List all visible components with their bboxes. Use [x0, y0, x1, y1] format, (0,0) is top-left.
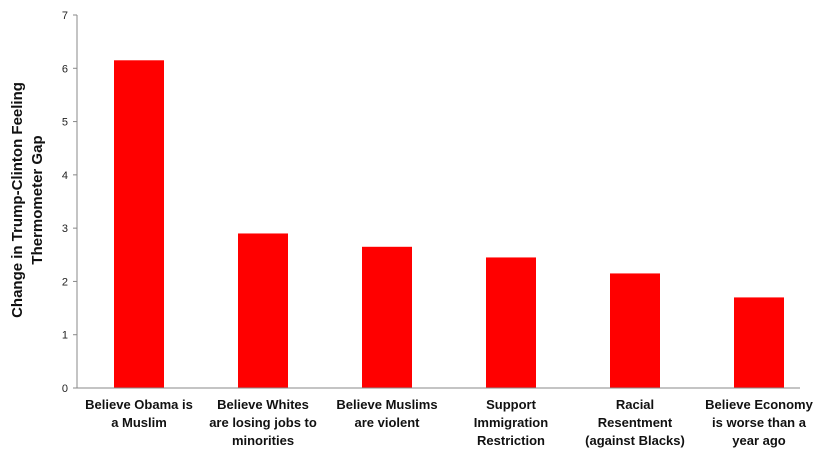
bar — [362, 246, 412, 388]
x-axis: Believe Obama is a Muslim Believe Whites ar… — [77, 387, 814, 448]
x-category-label: Restriction — [477, 433, 545, 448]
x-category-label: Support — [486, 397, 536, 412]
y-tick-label: 7 — [62, 10, 68, 22]
y-tick-label: 6 — [62, 63, 68, 75]
x-category-label: Racial — [616, 397, 654, 412]
bar — [238, 233, 288, 388]
bars — [114, 60, 784, 389]
x-category-label: a Muslim — [111, 415, 167, 430]
y-tick-label: 1 — [62, 330, 68, 342]
y-axis-title-line: Thermometer Gap — [29, 135, 46, 264]
y-axis-title: Change in Trump-Clinton Feeling Thermomet… — [9, 82, 46, 318]
x-category-label: Believe Muslims — [336, 397, 437, 412]
x-category-label: are losing jobs to — [209, 415, 317, 430]
y-tick-label: 4 — [62, 170, 68, 182]
x-category-label: Believe Economy — [705, 397, 813, 412]
x-category-label: (against Blacks) — [585, 433, 685, 448]
x-category-label: year ago — [732, 433, 786, 448]
bar — [486, 257, 536, 388]
y-tick-label: 5 — [62, 117, 68, 129]
x-category-label: Immigration — [474, 415, 548, 430]
x-category-label: Resentment — [598, 415, 673, 430]
y-tick-label: 2 — [62, 276, 68, 288]
x-category-label: minorities — [232, 433, 294, 448]
x-category-label: Believe Whites — [217, 397, 309, 412]
x-category-label: Believe Obama is — [85, 397, 193, 412]
bar — [114, 60, 164, 389]
bar — [734, 297, 784, 388]
x-category-label: is worse than a — [712, 415, 807, 430]
bar — [610, 273, 660, 388]
y-axis-title-line: Change in Trump-Clinton Feeling — [9, 82, 26, 318]
y-tick-label: 3 — [62, 223, 68, 235]
x-category-label: are violent — [354, 415, 420, 430]
y-axis: 0 1 2 3 4 5 6 7 — [62, 10, 78, 395]
y-tick-label: 0 — [62, 383, 68, 395]
